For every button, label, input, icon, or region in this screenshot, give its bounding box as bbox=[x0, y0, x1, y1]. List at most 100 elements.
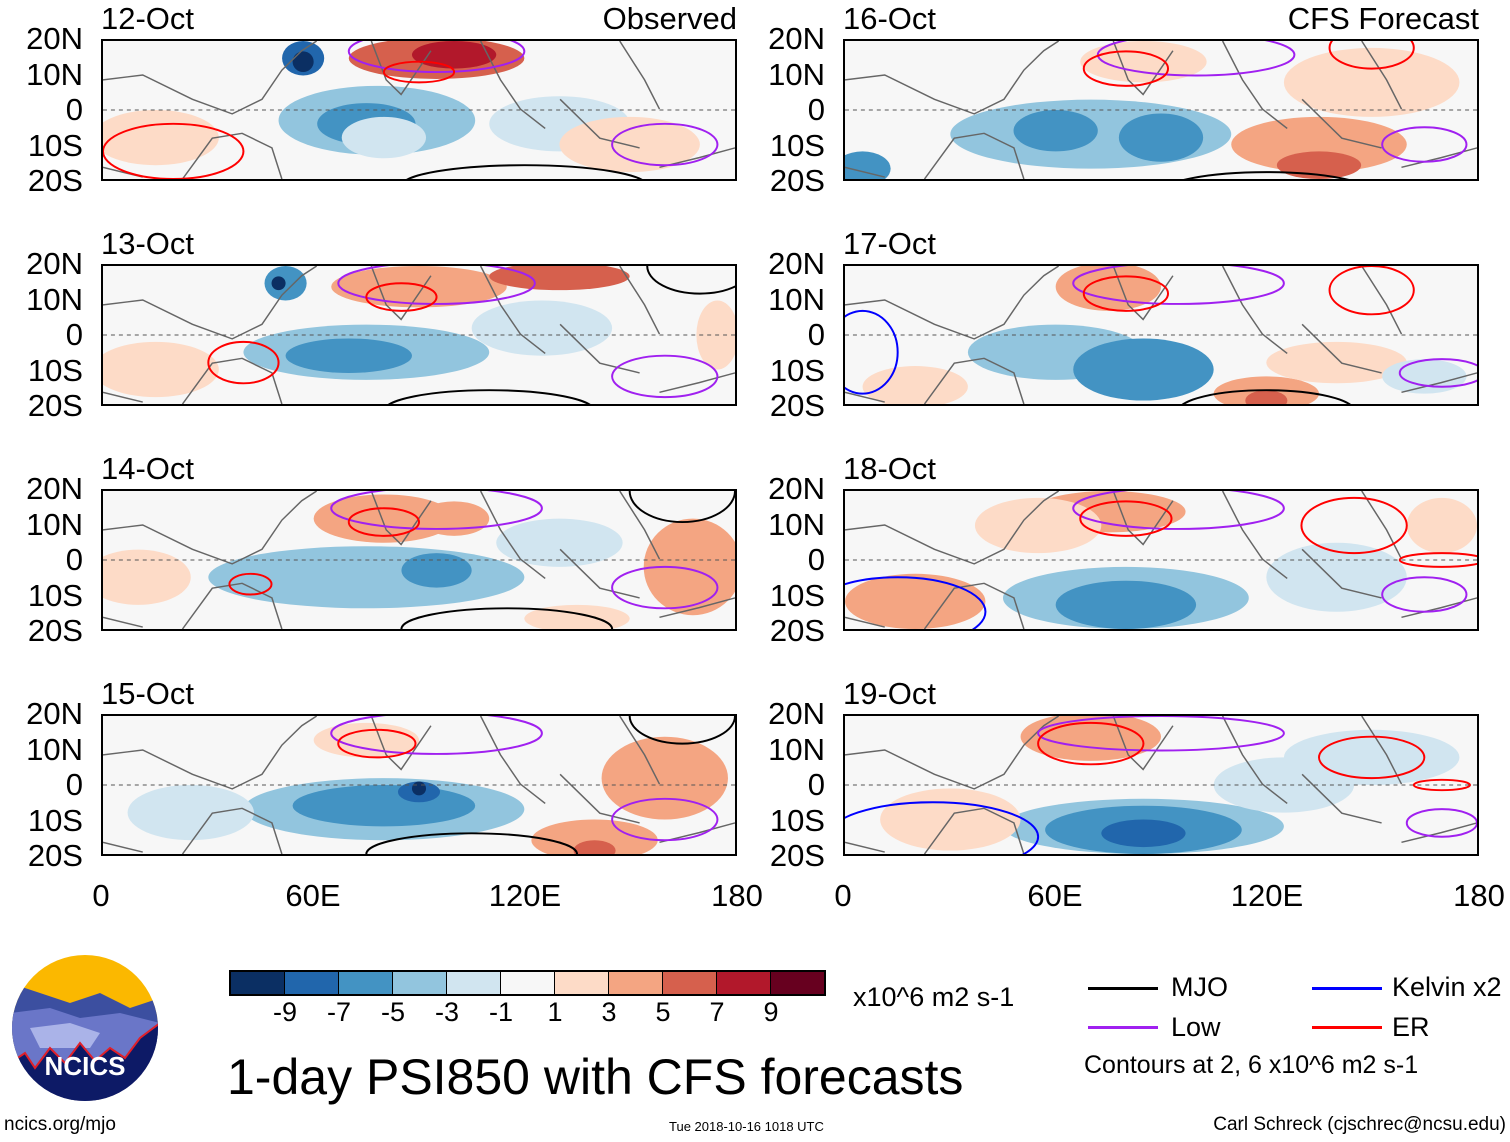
map-panel-14-oct: 14-Oct 20N 10N 0 10S 20S bbox=[26, 451, 737, 646]
colorbar-swatch bbox=[393, 972, 447, 994]
anomaly-shading bbox=[271, 276, 286, 291]
wave-contour bbox=[1079, 500, 1173, 537]
wave-contour bbox=[1405, 808, 1477, 838]
anomaly-shading bbox=[643, 518, 735, 616]
y-tick-label: 10S bbox=[27, 577, 83, 613]
anomaly-shading bbox=[573, 840, 616, 854]
y-tick-label: 0 bbox=[65, 92, 83, 127]
wave-contour bbox=[1072, 266, 1285, 305]
legend-er-label: ER bbox=[1392, 1012, 1430, 1042]
colorbar-tick-label: 3 bbox=[601, 997, 617, 1027]
x-tick-label: 180 bbox=[1453, 878, 1505, 913]
wave-contour bbox=[330, 491, 543, 530]
map-panel-15-oct: 15-Oct 20N 10N 0 10S 20S 0 60E 120E 180 bbox=[26, 676, 763, 913]
y-tick-label: 10N bbox=[26, 731, 83, 767]
anomaly-shading bbox=[103, 110, 219, 166]
x-tick-label: 180 bbox=[711, 878, 763, 913]
contour-note: Contours at 2, 6 x10^6 m2 s-1 bbox=[1084, 1051, 1419, 1079]
legend-low-line bbox=[1088, 1026, 1158, 1029]
y-tick-label: 0 bbox=[65, 317, 83, 352]
map-panel-16-oct: 16-Oct CFS Forecast 20N 10N 0 10S 20S bbox=[768, 1, 1479, 196]
y-tick-label: 0 bbox=[807, 767, 825, 802]
colorbar bbox=[229, 970, 826, 996]
psi850-field bbox=[843, 489, 1479, 631]
wave-contour bbox=[1398, 358, 1477, 388]
y-tick-label: 10N bbox=[26, 506, 83, 542]
colorbar-swatch bbox=[771, 972, 824, 994]
anomaly-shading bbox=[208, 546, 525, 609]
anomaly-shading bbox=[1266, 341, 1407, 384]
panel-date: 17-Oct bbox=[843, 226, 937, 261]
y-tick-label: 10N bbox=[26, 281, 83, 317]
y-tick-label: 10N bbox=[768, 281, 825, 317]
y-tick-label: 0 bbox=[807, 317, 825, 352]
anomaly-shading bbox=[1073, 338, 1214, 401]
anomaly-shading bbox=[341, 116, 427, 159]
colorbar-tick-label: -1 bbox=[488, 997, 514, 1027]
wave-contour bbox=[406, 164, 643, 179]
coastline bbox=[845, 266, 1477, 404]
wave-contour bbox=[1412, 778, 1471, 792]
y-tick-label: 20S bbox=[769, 163, 825, 198]
coastline bbox=[103, 716, 735, 854]
colorbar-tick-label: -7 bbox=[326, 997, 352, 1027]
colorbar-swatch bbox=[609, 972, 663, 994]
y-tick-label: 0 bbox=[65, 542, 83, 577]
colorbar-tick-label: -3 bbox=[434, 997, 460, 1027]
wave-contour bbox=[382, 60, 456, 84]
anomaly-shading bbox=[471, 300, 613, 356]
x-tick-label: 0 bbox=[834, 878, 852, 913]
map-panel-12-oct: 12-Oct Observed 20N 10N 0 10S 20S bbox=[26, 1, 737, 196]
psi850-field bbox=[843, 39, 1479, 181]
y-tick-label: 10S bbox=[769, 802, 825, 838]
wave-contour bbox=[347, 41, 526, 74]
wave-contour bbox=[1318, 735, 1426, 780]
anomaly-shading bbox=[1118, 113, 1204, 162]
y-tick-label: 10N bbox=[768, 56, 825, 92]
y-tick-label: 10S bbox=[769, 352, 825, 388]
ncics-logo: NCICS bbox=[12, 955, 158, 1101]
panel-date: 14-Oct bbox=[101, 451, 195, 486]
wave-contour bbox=[337, 266, 536, 305]
anomaly-shading bbox=[1013, 110, 1098, 152]
anomaly-shading bbox=[489, 266, 630, 291]
anomaly-shading bbox=[103, 549, 191, 605]
coastline bbox=[103, 266, 735, 404]
y-tick-label: 10N bbox=[26, 56, 83, 92]
y-tick-label: 10S bbox=[769, 127, 825, 163]
wave-contour bbox=[611, 797, 719, 842]
anomaly-shading bbox=[845, 573, 986, 629]
wave-contour bbox=[1082, 275, 1170, 312]
colorbar-swatch bbox=[285, 972, 339, 994]
y-tick-label: 20N bbox=[26, 21, 83, 56]
legend-er-line bbox=[1312, 1026, 1382, 1029]
y-tick-label: 20N bbox=[768, 696, 825, 731]
anomaly-shading bbox=[862, 366, 968, 404]
coastline bbox=[103, 491, 735, 629]
colorbar-swatch bbox=[231, 972, 285, 994]
anomaly-shading bbox=[1382, 359, 1467, 394]
y-tick-label: 0 bbox=[65, 767, 83, 802]
wave-contour bbox=[1183, 171, 1350, 179]
footer-url[interactable]: ncics.org/mjo bbox=[4, 1114, 116, 1135]
wave-contour bbox=[845, 801, 1040, 854]
footer-timestamp: Tue 2018-10-16 1018 UTC bbox=[669, 1119, 824, 1134]
wave-contour bbox=[1037, 721, 1145, 766]
colorbar-tick-label: 7 bbox=[709, 997, 725, 1027]
panel-date: 12-Oct bbox=[101, 1, 195, 36]
legend-kelvin-line bbox=[1312, 987, 1382, 990]
anomaly-shading bbox=[401, 553, 472, 588]
y-tick-label: 10S bbox=[769, 577, 825, 613]
wave-contour bbox=[1082, 50, 1170, 87]
anomaly-shading bbox=[292, 51, 314, 73]
anomaly-shading bbox=[285, 338, 412, 373]
y-tick-label: 20N bbox=[768, 246, 825, 281]
coastline bbox=[845, 491, 1477, 629]
x-tick-label: 60E bbox=[1027, 878, 1083, 913]
wave-contour bbox=[1398, 552, 1477, 568]
legend-mjo-label: MJO bbox=[1171, 972, 1228, 1002]
coastline bbox=[103, 41, 735, 179]
wave-contour bbox=[228, 572, 273, 596]
anomaly-shading bbox=[127, 785, 254, 841]
colorbar-tick-label: 1 bbox=[547, 997, 563, 1027]
